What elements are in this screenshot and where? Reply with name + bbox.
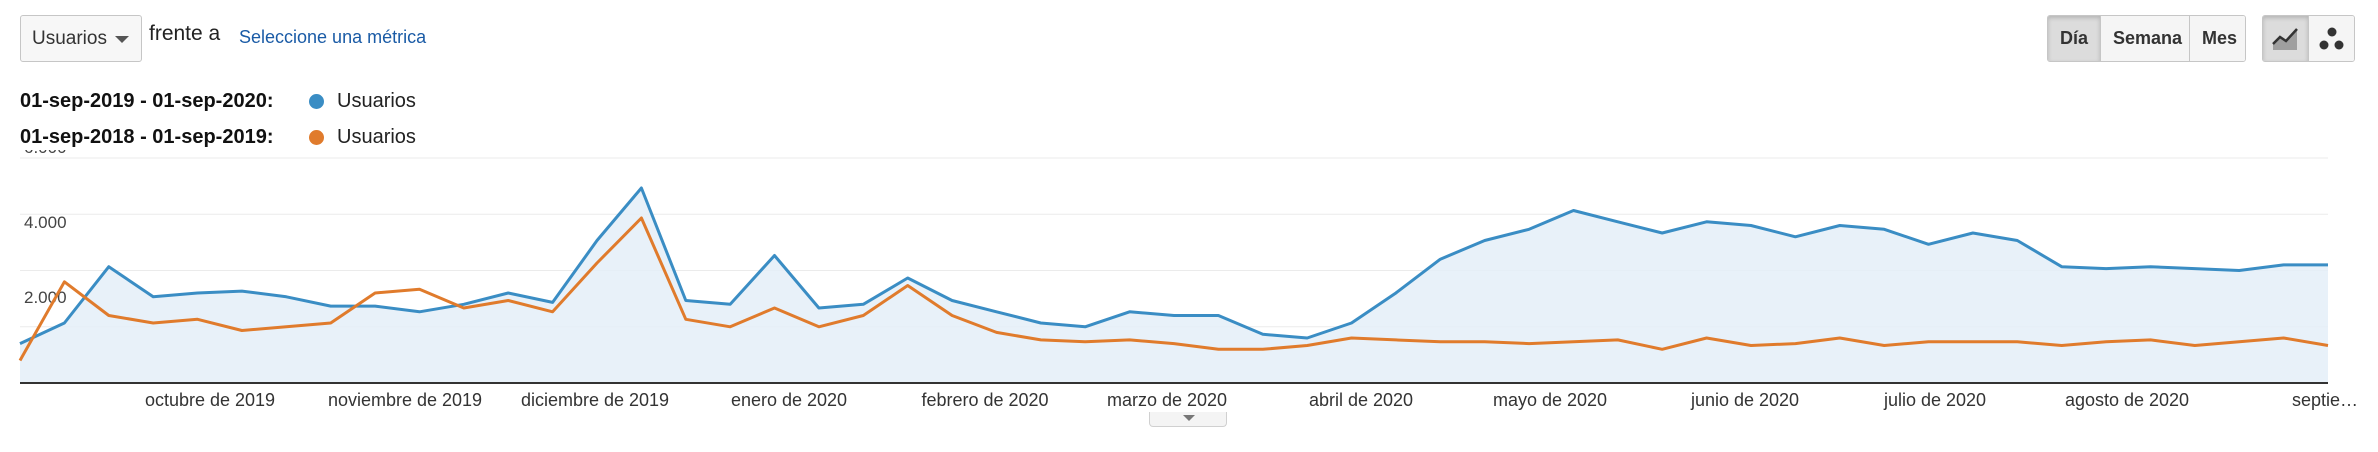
line-chart-button[interactable] — [2263, 16, 2309, 61]
secondary-metric-link[interactable]: Seleccione una métrica — [239, 27, 427, 47]
metric-select-value: Usuarios — [32, 28, 107, 49]
x-tick-label: marzo de 2020 — [1106, 390, 1228, 410]
y-tick-label: 2.000 — [24, 288, 67, 307]
legend-dot-icon — [309, 94, 324, 109]
x-tick-label: julio de 2020 — [1883, 390, 1987, 410]
motion-chart-icon — [2319, 27, 2344, 49]
legend-series-label: Usuarios — [337, 90, 416, 112]
legend-series-label: Usuarios — [337, 126, 416, 148]
compare-text: frente a — [149, 22, 221, 45]
motion-chart-button[interactable] — [2308, 16, 2354, 61]
users-line-chart: 6.000 4.000 2.000 — [18, 150, 2329, 384]
x-tick-label: enero de 2020 — [730, 390, 848, 410]
line-chart-icon — [2272, 27, 2299, 50]
chevron-down-icon — [115, 36, 129, 43]
x-tick-label: septie… — [2291, 390, 2359, 410]
series-area-fill — [20, 188, 2328, 383]
month-button[interactable]: Mes — [2190, 16, 2245, 61]
legend-range: 01-sep-2018 - 01-sep-2019: — [20, 126, 274, 148]
chevron-down-icon — [1183, 415, 1195, 421]
week-button[interactable]: Semana — [2101, 16, 2190, 61]
legend-dot-icon — [309, 130, 324, 145]
metric-select[interactable]: Usuarios — [20, 15, 142, 62]
x-tick-label: junio de 2020 — [1690, 390, 1800, 410]
x-tick-label: febrero de 2020 — [921, 390, 1049, 410]
x-tick-label: abril de 2020 — [1308, 390, 1414, 410]
x-tick-label: mayo de 2020 — [1492, 390, 1608, 410]
day-button[interactable]: Día — [2048, 16, 2101, 61]
chart-view-toggle — [2262, 15, 2355, 62]
x-tick-label: diciembre de 2019 — [520, 390, 670, 410]
x-tick-label: agosto de 2020 — [2064, 390, 2190, 410]
chart-toolbar: Usuarios frente a Seleccione una métrica… — [0, 0, 2378, 80]
y-tick-label: 4.000 — [24, 213, 67, 232]
legend-row-current: 01-sep-2019 - 01-sep-2020: Usuarios — [20, 87, 416, 115]
chart-resize-handle[interactable] — [1149, 412, 1227, 427]
period-toggle: Día Semana Mes — [2047, 15, 2246, 62]
x-tick-label: octubre de 2019 — [144, 390, 276, 410]
legend-range: 01-sep-2019 - 01-sep-2020: — [20, 90, 274, 112]
y-tick-label: 6.000 — [24, 150, 67, 157]
legend-row-previous: 01-sep-2018 - 01-sep-2019: Usuarios — [20, 123, 416, 151]
x-tick-label: noviembre de 2019 — [327, 390, 483, 410]
